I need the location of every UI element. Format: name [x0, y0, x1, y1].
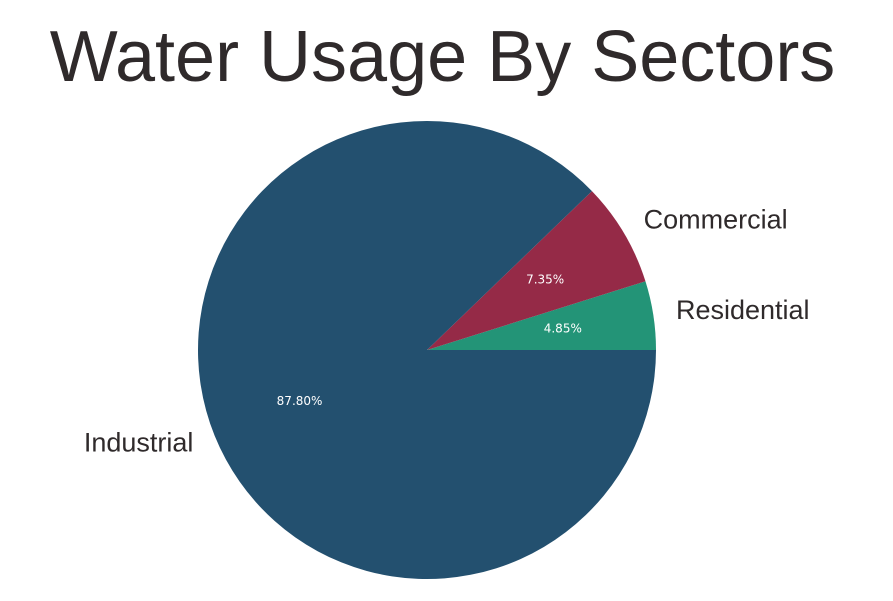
- pie-slice-commercial: [427, 191, 646, 350]
- pie-labels: Residential 4.85% Commercial 7.35% Industria…: [84, 205, 810, 458]
- pie-slice-industrial: [197, 121, 656, 580]
- pie-slice-residential: [427, 281, 656, 350]
- slice-label-commercial: Commercial: [644, 205, 788, 235]
- slice-percent-industrial: 87.80%: [277, 394, 323, 408]
- pie-slices: [197, 121, 656, 580]
- chart-title: Water Usage By Sectors: [49, 17, 836, 97]
- slice-label-residential: Residential: [676, 295, 810, 325]
- slice-percent-commercial: 7.35%: [526, 272, 564, 286]
- slice-percent-residential: 4.85%: [544, 322, 582, 336]
- slice-label-industrial: Industrial: [84, 427, 194, 457]
